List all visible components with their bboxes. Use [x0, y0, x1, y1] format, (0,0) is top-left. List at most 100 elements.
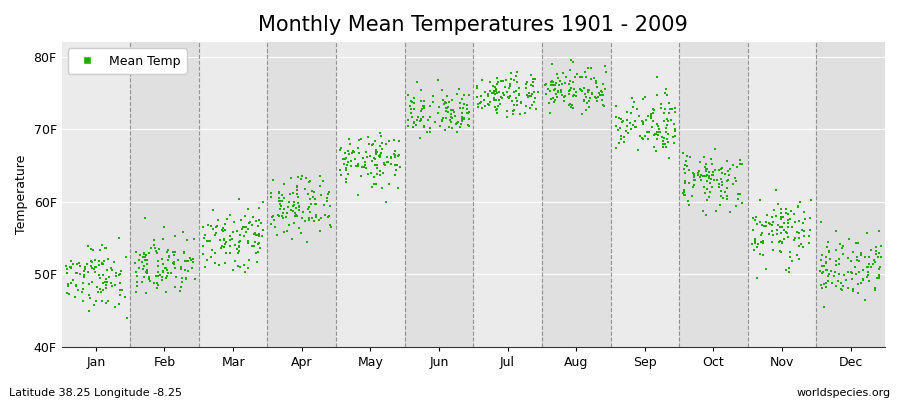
Point — [334, 172, 348, 178]
Point — [503, 83, 517, 89]
Point — [783, 254, 797, 260]
Point — [462, 92, 476, 98]
Point — [303, 208, 318, 215]
Point — [759, 266, 773, 272]
Point — [344, 158, 358, 165]
Point — [628, 124, 643, 130]
Point — [177, 258, 192, 264]
Point — [495, 94, 509, 101]
Point — [457, 115, 472, 121]
Point — [702, 175, 716, 181]
Point — [204, 247, 219, 253]
Point — [237, 233, 251, 239]
Point — [453, 104, 467, 111]
Point — [175, 275, 189, 281]
Point — [598, 69, 613, 75]
Point — [374, 150, 388, 156]
Bar — [267, 42, 336, 347]
Point — [188, 276, 202, 282]
Point — [282, 199, 296, 205]
Point — [94, 298, 109, 304]
Bar — [336, 42, 405, 347]
Point — [490, 107, 504, 114]
Point — [775, 239, 789, 246]
Point — [351, 144, 365, 151]
Point — [861, 271, 876, 278]
Point — [446, 125, 460, 131]
Point — [375, 140, 390, 146]
Point — [749, 214, 763, 220]
Point — [620, 123, 634, 129]
Point — [383, 155, 398, 162]
Point — [101, 256, 115, 262]
Point — [436, 115, 451, 121]
Point — [821, 278, 835, 284]
Point — [562, 91, 576, 97]
Point — [486, 83, 500, 89]
Point — [660, 136, 674, 143]
Point — [219, 249, 233, 256]
Point — [240, 226, 255, 232]
Point — [752, 219, 767, 225]
Point — [624, 126, 638, 132]
Point — [184, 257, 198, 263]
Point — [197, 235, 211, 242]
Point — [289, 211, 303, 218]
Point — [489, 86, 503, 92]
Point — [401, 123, 416, 129]
Point — [693, 174, 707, 180]
Point — [470, 94, 484, 100]
Point — [291, 194, 305, 201]
Point — [747, 240, 761, 246]
Point — [276, 210, 291, 216]
Point — [814, 263, 829, 269]
Point — [820, 267, 834, 273]
Point — [68, 294, 82, 300]
Point — [652, 129, 667, 135]
Point — [512, 85, 526, 91]
Point — [524, 72, 538, 78]
Point — [677, 166, 691, 172]
Point — [138, 214, 152, 221]
Point — [461, 122, 475, 128]
Point — [119, 254, 133, 261]
Point — [849, 271, 863, 277]
Point — [265, 214, 279, 220]
Point — [388, 154, 402, 160]
Point — [631, 147, 645, 153]
Point — [692, 168, 706, 174]
Point — [500, 114, 514, 120]
Point — [140, 257, 154, 263]
Point — [634, 134, 649, 141]
Point — [682, 201, 697, 208]
Point — [495, 78, 509, 84]
Point — [500, 94, 515, 100]
Point — [816, 269, 831, 275]
Point — [167, 259, 182, 265]
Point — [792, 218, 806, 224]
Point — [860, 230, 875, 236]
Point — [582, 36, 597, 42]
Point — [506, 111, 520, 117]
Point — [226, 267, 240, 274]
Point — [439, 108, 454, 114]
Point — [589, 80, 603, 86]
Point — [291, 200, 305, 206]
Point — [274, 201, 288, 208]
Point — [585, 90, 599, 96]
Point — [433, 122, 447, 129]
Point — [416, 113, 430, 120]
Point — [147, 242, 161, 248]
Point — [209, 224, 223, 230]
Point — [413, 118, 428, 124]
Point — [302, 179, 316, 185]
Point — [423, 102, 437, 109]
Point — [853, 251, 868, 258]
Point — [734, 200, 749, 206]
Point — [218, 221, 232, 227]
Point — [571, 71, 585, 78]
Point — [481, 101, 495, 108]
Point — [554, 86, 568, 93]
Point — [835, 242, 850, 249]
Point — [635, 121, 650, 128]
